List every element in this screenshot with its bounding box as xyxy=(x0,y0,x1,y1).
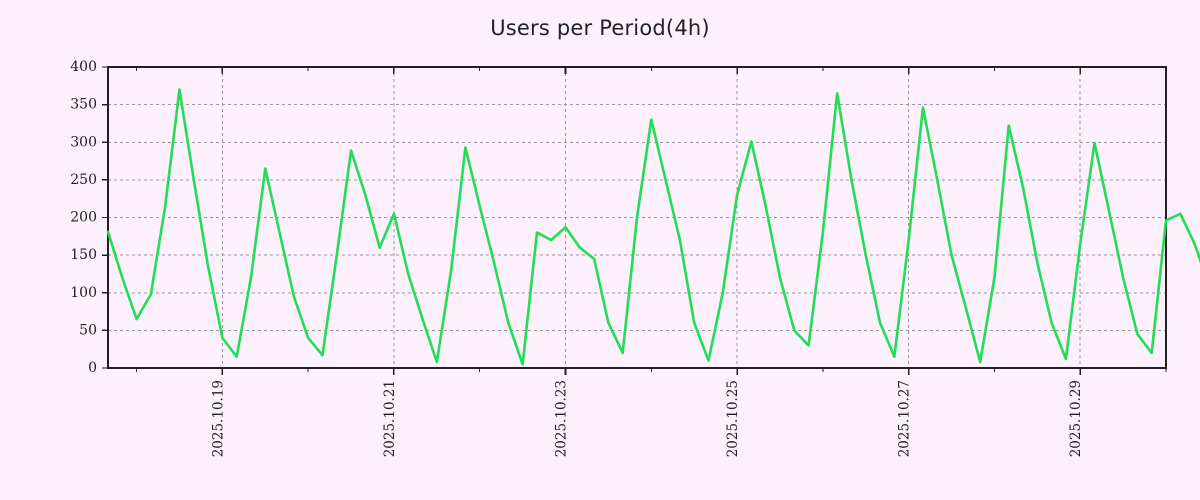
x-axis-tick-label: 2025.10.25 xyxy=(725,380,741,457)
data-series-group xyxy=(106,88,1200,366)
y-axis-tick-label: 300 xyxy=(70,134,97,150)
x-axis-tick-label: 2025.10.19 xyxy=(210,380,226,457)
chart-title: Users per Period(4h) xyxy=(490,16,710,40)
x-axis-tick-label: 2025.10.23 xyxy=(554,380,570,457)
plot-border xyxy=(107,66,1167,369)
y-axis-tick-labels: 0 50 100 150 200 250 300 350 400 xyxy=(70,59,97,376)
y-axis-tick-label: 150 xyxy=(70,247,97,263)
y-axis-tick-label: 50 xyxy=(79,322,97,338)
x-axis-tick-marks xyxy=(136,67,1167,375)
x-axis-tick-label: 2025.10.29 xyxy=(1068,380,1084,457)
x-axis-tick-label: 2025.10.27 xyxy=(897,380,913,457)
y-axis-tick-label: 250 xyxy=(70,172,97,188)
y-axis-tick-label: 200 xyxy=(70,210,97,226)
data-line-users-per-period xyxy=(106,88,1200,366)
y-axis-tick-marks xyxy=(102,66,108,369)
y-axis-tick-label: 350 xyxy=(70,97,97,113)
y-axis-tick-label: 400 xyxy=(70,59,97,75)
y-axis-tick-label: 100 xyxy=(70,285,97,301)
horizontal-gridlines xyxy=(108,66,1166,331)
x-axis-tick-labels: 2025.10.19 2025.10.21 2025.10.23 2025.10.25… xyxy=(210,380,1084,457)
y-axis-tick-label: 0 xyxy=(88,360,97,376)
x-axis-tick-label: 2025.10.21 xyxy=(382,380,398,457)
vertical-gridlines xyxy=(221,67,1081,368)
